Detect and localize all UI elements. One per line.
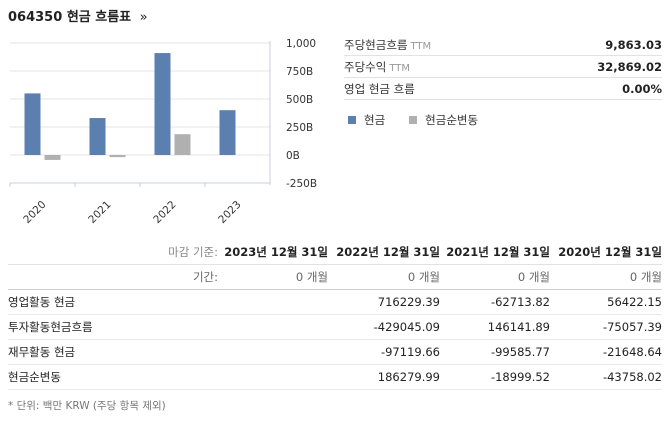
stat-label: 영업 현금 흐름 — [344, 81, 415, 96]
period-label: 기간: — [8, 264, 218, 290]
row-label: 현금순변동 — [8, 364, 218, 390]
y-tick-label: 250B — [286, 122, 313, 134]
y-tick-label: 500B — [286, 94, 313, 106]
section-title: 현금 흐름표 — [66, 10, 132, 25]
stat-row-operating-cash: 영업 현금 흐름 0.00% — [344, 78, 662, 100]
cell-value: -99585.77 — [440, 339, 550, 365]
cell-value — [218, 314, 328, 340]
row-label: 투자활동현금흐름 — [8, 314, 218, 340]
bar-net-change-2021 — [109, 155, 126, 158]
chart-legend: 현금 현금순변동 — [348, 112, 502, 128]
x-tick-label: 2022 — [151, 199, 178, 226]
bar-net-change-2020 — [44, 155, 61, 160]
legend-item-cash[interactable]: 현금 — [348, 112, 385, 128]
column-header: 2020년 12월 31일 — [550, 240, 662, 265]
stat-value: 0.00% — [622, 81, 662, 96]
period-value: 0 개월 — [440, 264, 550, 290]
cell-value — [218, 289, 328, 315]
cell-value: -18999.52 — [440, 364, 550, 390]
cell-value — [218, 364, 328, 390]
stat-label: 주당현금흐름 — [344, 37, 408, 52]
table-row: 투자활동현금흐름 -429045.09 146141.89 -75057.39 — [8, 314, 662, 340]
legend-item-net-change[interactable]: 현금순변동 — [409, 112, 478, 128]
cell-value — [218, 339, 328, 365]
period-row: 기간: 0 개월 0 개월 0 개월 0 개월 — [8, 264, 662, 290]
x-tick-label: 2023 — [216, 199, 243, 226]
bar-cash-2021 — [89, 118, 106, 155]
stat-value: 32,869.02 — [597, 59, 662, 74]
y-tick-label: 750B — [286, 66, 313, 78]
unit-footnote: * 단위: 백만 KRW (주당 항목 제외) — [8, 400, 166, 412]
y-tick-label: -250B — [286, 178, 317, 190]
bar-cash-2020 — [24, 93, 41, 155]
stat-row-eps: 주당수익 TTM 32,869.02 — [344, 56, 662, 78]
cell-value: 716229.39 — [328, 289, 440, 315]
cell-value: -43758.02 — [550, 364, 662, 390]
table-row: 현금순변동 186279.99 -18999.52 -43758.02 — [8, 364, 662, 390]
bar-cash-2023 — [219, 110, 236, 155]
legend-swatch — [348, 116, 356, 124]
cell-value: -21648.64 — [550, 339, 662, 365]
column-header: 2022년 12월 31일 — [328, 240, 440, 265]
x-tick-label: 2020 — [21, 199, 48, 226]
cell-value: -429045.09 — [328, 314, 440, 340]
stat-label: 주당수익 — [344, 59, 387, 74]
period-value: 0 개월 — [328, 264, 440, 290]
cell-value: -75057.39 — [550, 314, 662, 340]
cell-value: 186279.99 — [328, 364, 440, 390]
row-label: 영업활동 현금 — [8, 289, 218, 315]
period-value: 0 개월 — [550, 264, 662, 290]
stock-code: 064350 — [8, 10, 63, 25]
table-row: 영업활동 현금 716229.39 -62713.82 56422.15 — [8, 289, 662, 315]
period-value: 0 개월 — [218, 264, 328, 290]
bar-net-change-2022 — [174, 134, 191, 155]
column-header: 2023년 12월 31일 — [218, 240, 328, 265]
cell-value: 146141.89 — [440, 314, 550, 340]
bar-cash-2022 — [154, 53, 171, 155]
ttm-tag: TTM — [389, 62, 410, 74]
cashflow-table: 마감 기준: 2023년 12월 31일 2022년 12월 31일 2021년… — [8, 240, 662, 390]
ttm-tag: TTM — [410, 40, 432, 52]
x-tick-label: 2021 — [86, 199, 113, 226]
cell-value: -97119.66 — [328, 339, 440, 365]
table-header-row: 마감 기준: 2023년 12월 31일 2022년 12월 31일 2021년… — [8, 240, 662, 265]
stats-panel: 주당현금흐름 TTM 9,863.03 주당수익 TTM 32,869.02 영업 … — [344, 34, 662, 100]
stat-row-cash-per-share: 주당현금흐름 TTM 9,863.03 — [344, 34, 662, 56]
closing-basis-label: 마감 기준: — [8, 240, 218, 265]
page-title[interactable]: 064350 현금 흐름표 » — [8, 6, 148, 25]
row-label: 재무활동 현금 — [8, 339, 218, 365]
legend-swatch — [409, 116, 418, 124]
table-row: 재무활동 현금 -97119.66 -99585.77 -21648.64 — [8, 339, 662, 365]
legend-label: 현금순변동 — [425, 113, 479, 127]
cashflow-bar-chart: 1,000 750B 500B 250B 0B -250B 2020 2021 2022 2023 — [9, 38, 317, 226]
y-tick-label: 1,000 — [286, 38, 316, 50]
legend-label: 현금 — [364, 113, 386, 127]
cell-value: 56422.15 — [550, 289, 662, 315]
chevron-right-icon[interactable]: » — [139, 10, 148, 25]
stat-value: 9,863.03 — [605, 37, 662, 52]
cell-value: -62713.82 — [440, 289, 550, 315]
column-header: 2021년 12월 31일 — [440, 240, 550, 265]
y-tick-label: 0B — [286, 150, 300, 162]
